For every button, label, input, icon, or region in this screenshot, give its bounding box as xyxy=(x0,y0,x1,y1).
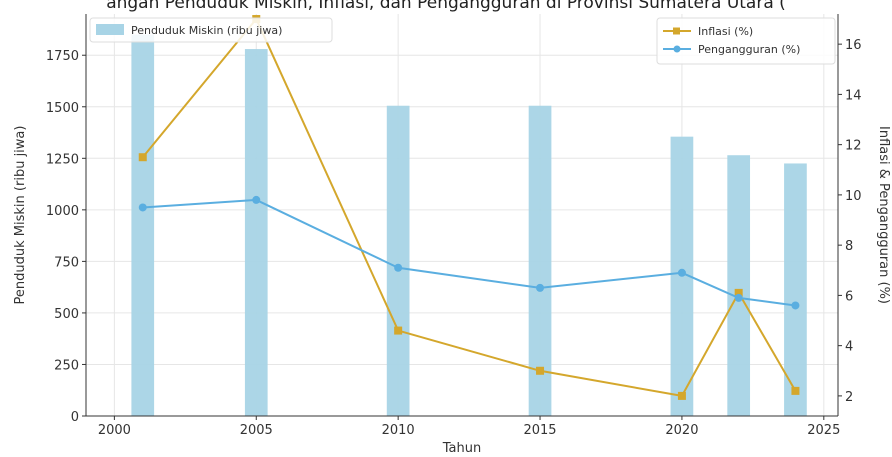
axes: 2000 2005 2010 2015 2020 2025 0 250 500 750 1000 12… xyxy=(46,14,862,438)
legend-box-left xyxy=(89,17,333,43)
bar xyxy=(784,163,807,416)
y-tick-label-right: 2 xyxy=(845,390,853,405)
legend-box-right xyxy=(656,17,836,65)
x-tick-label: 2005 xyxy=(240,423,273,438)
data-point xyxy=(138,203,147,212)
y-tick-label-left: 1250 xyxy=(46,152,79,167)
data-point xyxy=(252,195,261,204)
y-tick-label-right: 8 xyxy=(845,239,853,254)
legend-label-line: Inflasi (%) xyxy=(698,25,753,38)
y-tick-label-left: 0 xyxy=(71,410,79,425)
y-axis-label-right: Inflasi & Pengangguran (%) xyxy=(876,126,891,304)
y-tick-label-right: 14 xyxy=(845,88,862,103)
chart-title: angan Penduduk Miskin, Inflasi, dan Peng… xyxy=(106,0,786,13)
x-tick-label: 2025 xyxy=(807,423,840,438)
data-point xyxy=(394,263,403,272)
bar xyxy=(727,155,751,416)
y-tick-label-left: 750 xyxy=(54,255,79,270)
y-tick-label-left: 500 xyxy=(54,307,79,322)
series-line xyxy=(142,198,796,307)
line-series xyxy=(138,15,800,400)
bar xyxy=(244,49,268,417)
data-point xyxy=(677,268,686,277)
x-tick-label: 2010 xyxy=(382,423,415,438)
legend-label-bar: Penduduk Miskin (ribu jiwa) xyxy=(131,24,282,37)
bar xyxy=(131,34,155,416)
data-point xyxy=(791,386,800,395)
y-tick-label-left: 1000 xyxy=(46,204,79,219)
data-point xyxy=(791,301,800,310)
legend-label-line: Pengangguran (%) xyxy=(698,43,800,56)
x-axis-label: Tahun xyxy=(442,441,481,456)
y-tick-label-right: 6 xyxy=(845,289,853,304)
y-tick-label-right: 16 xyxy=(845,38,862,53)
legend-marker xyxy=(673,45,681,53)
y-tick-label-left: 1750 xyxy=(46,49,79,64)
data-point xyxy=(138,153,147,162)
grid xyxy=(86,14,838,417)
y-tick-label-left: 1500 xyxy=(46,101,79,116)
x-tick-label: 2015 xyxy=(523,423,556,438)
legend-marker xyxy=(673,27,680,35)
x-tick-label: 2000 xyxy=(98,423,131,438)
legend-right: Inflasi (%) Pengangguran (%) xyxy=(656,17,836,65)
y-tick-label-right: 12 xyxy=(845,139,862,154)
data-point xyxy=(734,288,743,297)
y-tick-label-right: 10 xyxy=(845,189,862,204)
data-point xyxy=(536,283,545,292)
y-axis-label-left: Penduduk Miskin (ribu jiwa) xyxy=(13,126,28,305)
bar xyxy=(386,105,410,416)
data-point xyxy=(536,366,545,375)
legend-left: Penduduk Miskin (ribu jiwa) xyxy=(89,17,333,43)
data-point xyxy=(677,391,686,400)
series-line xyxy=(141,17,797,398)
bar xyxy=(528,105,552,416)
y-tick-label-left: 250 xyxy=(54,358,79,373)
bar-series xyxy=(131,34,807,417)
y-tick-label-right: 4 xyxy=(845,340,853,355)
data-point xyxy=(394,326,403,335)
x-tick-label: 2020 xyxy=(665,423,698,438)
legend-swatch-bar xyxy=(96,24,124,35)
data-point xyxy=(734,293,743,302)
